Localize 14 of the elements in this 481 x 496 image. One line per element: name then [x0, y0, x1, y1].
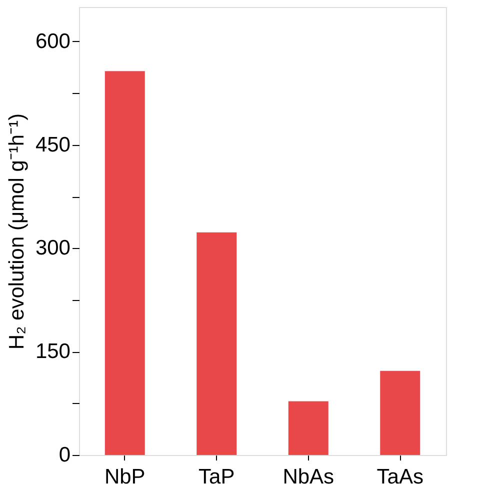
x-tick-label: NbP — [104, 466, 146, 488]
bar — [104, 71, 145, 455]
bar — [196, 232, 237, 455]
x-tick-label: TaP — [198, 466, 235, 488]
y-axis-title: H₂ evolution (μmol g⁻¹h⁻¹) — [5, 113, 28, 350]
bar — [380, 370, 420, 455]
y-tick-label: 150 — [35, 340, 70, 364]
y-tick-label: 450 — [35, 133, 70, 156]
x-tick-label: TaAs — [376, 466, 424, 488]
y-tick-label: 600 — [35, 30, 70, 53]
y-tick-label: 300 — [35, 236, 70, 260]
x-tick-label: NbAs — [282, 466, 334, 488]
y-tick-label: 0 — [58, 444, 70, 466]
bar — [288, 401, 328, 455]
